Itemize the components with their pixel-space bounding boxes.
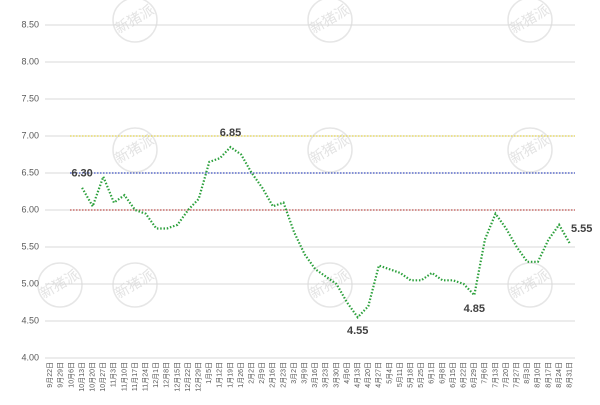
x-tick-label: 7月20日 (502, 362, 510, 388)
y-tick-label: 7.00 (21, 130, 39, 140)
x-tick-label: 1月12日 (216, 362, 224, 388)
x-tick-label: 6月29日 (470, 362, 478, 388)
x-tick-label: 12月8日 (163, 362, 171, 388)
x-tick-label: 6月8日 (438, 362, 446, 384)
x-tick-label: 2月9日 (258, 362, 266, 384)
y-tick-label: 8.00 (21, 56, 39, 66)
x-tick-label: 6月22日 (460, 362, 468, 388)
x-tick-label: 5月4日 (385, 362, 393, 384)
x-tick-label: 3月23日 (322, 362, 330, 388)
y-tick-label: 5.50 (21, 241, 39, 251)
x-tick-label: 11月17日 (131, 362, 139, 391)
y-tick-label: 7.50 (21, 93, 39, 103)
watermark-ring (112, 0, 158, 43)
watermark-ring (507, 127, 553, 173)
x-tick-label: 10月20日 (89, 362, 97, 392)
y-tick-label: 4.50 (21, 315, 39, 325)
x-tick-label: 5月11日 (396, 362, 404, 387)
watermark: 新猪派 (112, 131, 156, 166)
data-label: 6.85 (220, 127, 241, 139)
x-tick-label: 5月25日 (417, 362, 425, 388)
x-tick-label: 4月27日 (375, 362, 383, 388)
x-tick-label: 8月3日 (523, 362, 531, 384)
data-label: 6.30 (71, 168, 92, 180)
watermark-ring (507, 262, 553, 308)
watermark-ring (112, 262, 158, 308)
watermark: 新猪派 (307, 131, 351, 166)
x-tick-label: 11月24日 (142, 362, 150, 391)
x-tick-label: 8月24日 (555, 362, 563, 388)
watermark: 新猪派 (507, 1, 551, 36)
x-tick-label: 6月1日 (428, 362, 436, 384)
y-tick-label: 4.00 (21, 352, 39, 362)
watermark-ring (37, 262, 83, 308)
data-label: 4.85 (464, 303, 485, 315)
x-tick-label: 1月26日 (237, 362, 245, 388)
x-tick-label: 4月6日 (343, 362, 351, 384)
x-tick-label: 9月22日 (46, 362, 54, 388)
x-tick-label: 11月10日 (120, 362, 128, 391)
x-tick-label: 3月2日 (290, 362, 298, 384)
x-tick-label: 12月1日 (152, 362, 160, 388)
x-tick-label: 7月6日 (481, 362, 489, 384)
x-tick-label: 3月9日 (301, 362, 309, 384)
x-tick-label: 12月22日 (184, 362, 192, 392)
x-tick-label: 1月5日 (205, 362, 213, 384)
watermark: 新猪派 (507, 131, 551, 166)
watermark-ring (307, 262, 353, 308)
x-tick-label: 11月3日 (110, 362, 118, 387)
x-tick-label: 12月15日 (173, 362, 181, 392)
watermark-ring (307, 127, 353, 173)
data-label: 5.55 (571, 223, 592, 235)
watermark-ring (112, 127, 158, 173)
x-tick-label: 8月17日 (544, 362, 552, 388)
y-tick-label: 6.50 (21, 167, 39, 177)
x-tick-label: 6月15日 (449, 362, 457, 388)
x-tick-label: 8月31日 (566, 362, 574, 388)
x-tick-label: 4月20日 (364, 362, 372, 388)
data-label: 4.55 (347, 325, 368, 337)
x-tick-label: 7月27日 (513, 362, 521, 388)
x-tick-label: 12月29日 (195, 362, 203, 392)
y-tick-label: 8.50 (21, 19, 39, 29)
x-tick-label: 10月27日 (99, 362, 107, 392)
watermark: 新猪派 (307, 1, 351, 36)
x-tick-label: 7月13日 (491, 362, 499, 388)
x-tick-label: 10月6日 (67, 362, 75, 388)
x-tick-label: 2月23日 (279, 362, 287, 388)
y-tick-label: 6.00 (21, 204, 39, 214)
watermark-ring (307, 0, 353, 43)
y-tick-label: 5.00 (21, 278, 39, 288)
x-tick-label: 10月13日 (78, 362, 86, 392)
watermark-ring (507, 0, 553, 43)
x-tick-label: 4月13日 (354, 362, 362, 388)
watermark: 新猪派 (112, 1, 156, 36)
x-tick-label: 2月2日 (248, 362, 256, 384)
x-tick-label: 9月29日 (57, 362, 65, 388)
x-tick-label: 3月30日 (332, 362, 340, 388)
x-tick-label: 2月16日 (269, 362, 277, 388)
x-tick-label: 5月18日 (407, 362, 415, 388)
x-tick-label: 3月16日 (311, 362, 319, 388)
x-tick-label: 8月10日 (534, 362, 542, 388)
x-tick-label: 1月19日 (226, 362, 234, 388)
